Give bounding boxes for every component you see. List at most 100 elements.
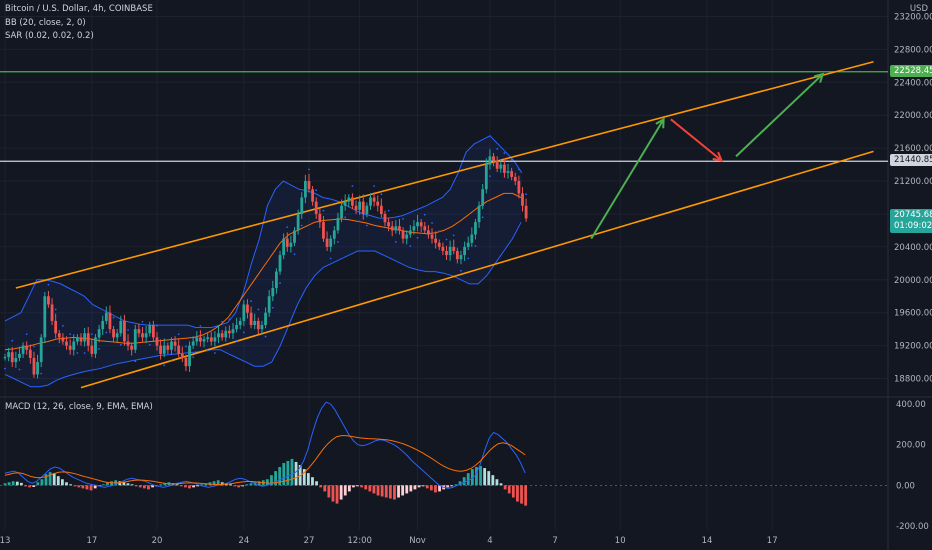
last-price-tag: 20745.68 01:09:02 — [890, 209, 932, 234]
candle — [318, 213, 322, 223]
candle — [383, 213, 387, 223]
macd-histogram-bar — [507, 485, 511, 494]
macd-histogram-bar — [163, 483, 167, 486]
price-axis-label: 22800.00 — [894, 45, 932, 55]
candle — [452, 246, 456, 251]
macd-histogram-bar — [516, 485, 519, 502]
time-axis-label: 27 — [304, 536, 315, 546]
candle — [65, 341, 68, 346]
sar-dot — [11, 339, 14, 342]
candle — [463, 246, 466, 256]
macd-histogram-bar — [421, 485, 425, 487]
symbol-title[interactable]: Bitcoin / U.S. Dollar, 4h, COINBASE — [5, 4, 153, 14]
candle — [343, 201, 347, 206]
price-axis-label: 21600.00 — [894, 144, 932, 154]
sar-dot — [373, 185, 376, 187]
candle — [441, 246, 445, 251]
candle — [293, 230, 296, 243]
sar-dot — [25, 333, 28, 336]
macd-histogram-bar — [429, 485, 433, 491]
candle — [72, 341, 76, 350]
macd-histogram-bar — [32, 485, 36, 487]
macd-histogram-bar — [60, 479, 64, 486]
macd-histogram-bar — [130, 484, 134, 486]
price-axis-label: 20400.00 — [894, 243, 932, 253]
candle — [481, 189, 485, 206]
sar-dot — [69, 333, 72, 336]
sar-dot — [119, 343, 122, 346]
candle — [104, 312, 108, 321]
sar-dot — [206, 349, 209, 352]
candle — [267, 296, 271, 313]
candle — [108, 312, 112, 330]
channel-upper-line — [15, 60, 874, 289]
candle — [246, 304, 249, 313]
candle — [180, 353, 184, 358]
candle — [398, 226, 401, 231]
candle — [517, 181, 521, 194]
macd-histogram-bar — [315, 481, 318, 486]
sar-dot — [387, 209, 390, 212]
bar-countdown: 01:09:02 — [894, 221, 932, 232]
macd-histogram-bar — [69, 484, 72, 486]
macd-histogram-bar — [339, 485, 343, 500]
macd-legend[interactable]: MACD (12, 26, close, 9, EMA, EMA) — [5, 402, 153, 412]
candle — [376, 201, 380, 206]
sar-dot — [380, 193, 383, 196]
sar-dot — [452, 234, 455, 237]
sar-dot — [98, 348, 100, 350]
macd-histogram-bar — [7, 482, 11, 486]
candle — [427, 230, 430, 235]
macd-histogram-bar — [257, 481, 261, 486]
time-axis-label: 10 — [615, 536, 626, 546]
candle — [209, 337, 213, 342]
candle — [311, 189, 315, 202]
macd-histogram-bar — [188, 485, 191, 489]
candle — [79, 337, 83, 342]
candle — [300, 197, 304, 214]
candle — [264, 312, 267, 326]
macd-line — [4, 401, 526, 489]
price-axis-label: 23200.00 — [894, 12, 932, 22]
candle — [68, 345, 72, 350]
sar-dot — [481, 216, 484, 219]
sar-dot — [242, 331, 245, 334]
candle — [521, 193, 524, 206]
sar-dot — [221, 320, 224, 323]
candle — [434, 238, 438, 243]
candle — [224, 330, 228, 338]
macd-histogram-bar — [524, 485, 528, 506]
sar-dot — [423, 213, 426, 216]
candle — [43, 296, 47, 338]
macd-axis-label: 400.00 — [896, 400, 926, 410]
sar-dot — [337, 241, 339, 243]
price-axis-label: 18800.00 — [894, 375, 932, 385]
arrow-head — [813, 72, 825, 83]
macd-histogram-bar — [65, 482, 68, 486]
signal-line — [4, 435, 526, 485]
macd-histogram-bar — [212, 481, 216, 486]
candle — [354, 205, 358, 210]
candle — [112, 329, 115, 338]
candle — [199, 337, 202, 342]
macd-histogram-bar — [466, 473, 470, 486]
time-axis-label: 7 — [552, 536, 557, 546]
macd-histogram-bar — [360, 485, 364, 488]
candle — [249, 312, 253, 326]
sar-legend[interactable]: SAR (0.02, 0.02, 0.2) — [5, 31, 94, 41]
macd-histogram-bar — [388, 485, 392, 499]
sar-dot — [409, 245, 412, 247]
candle — [477, 205, 481, 223]
candle — [412, 226, 416, 231]
sar-dot — [467, 257, 470, 260]
macd-histogram-bar — [237, 485, 241, 488]
bb-legend[interactable]: BB (20, close, 2, 0) — [5, 18, 86, 28]
candle — [437, 242, 441, 247]
macd-histogram-bar — [11, 481, 15, 486]
candle — [372, 197, 376, 202]
candle — [253, 320, 257, 326]
candle — [275, 271, 278, 289]
macd-histogram-bar — [511, 485, 515, 498]
macd-histogram-bar — [306, 473, 310, 486]
